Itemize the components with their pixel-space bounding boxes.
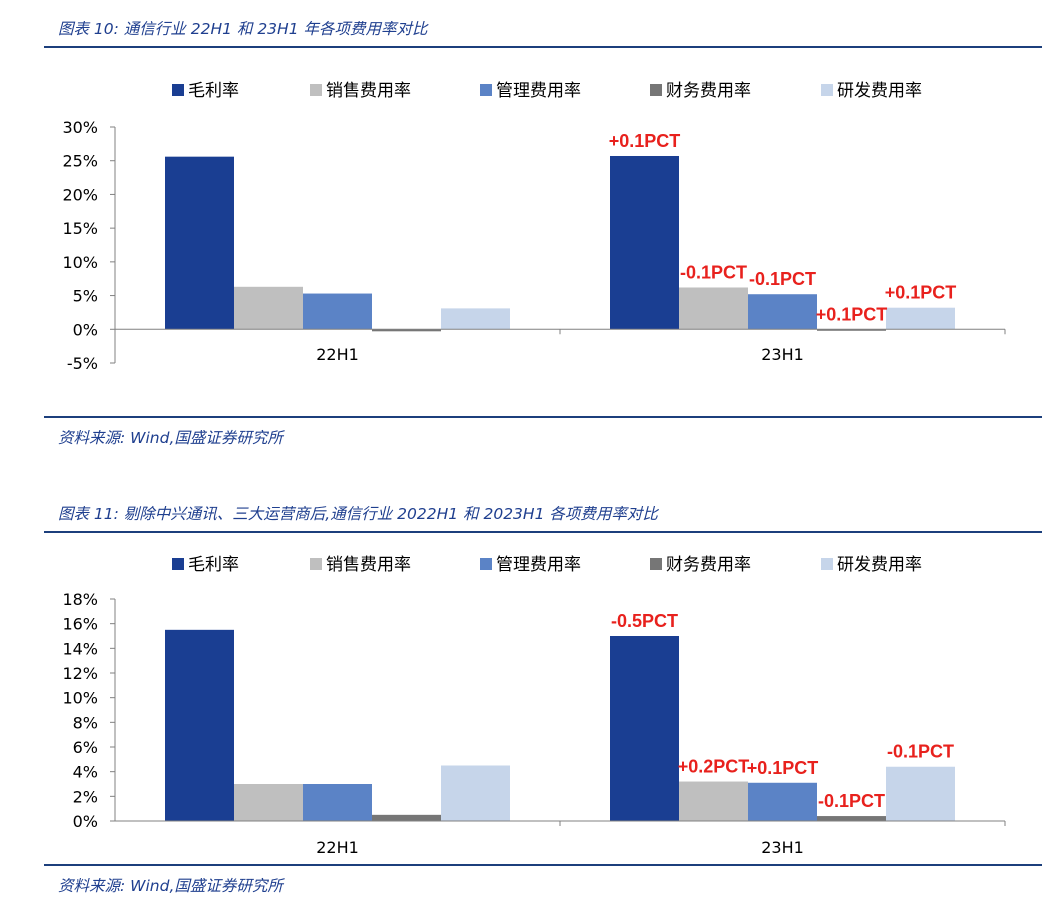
legend-label-4: 财务费用率 [666,555,751,575]
y-tick-label: 14% [62,639,98,658]
y-tick-label: -5% [67,354,98,373]
bar-22H1-4 [372,329,441,332]
bar-23H1-1 [610,636,679,821]
bar-22H1-5 [441,765,510,821]
legend-label-4: 财务费用率 [666,81,751,101]
figure-10-top-rule [44,46,1042,48]
bar-23H1-2 [679,287,748,330]
bar-22H1-3 [303,293,372,330]
legend-swatch-5 [821,558,833,570]
annotation-4: +0.1PCT [816,304,888,324]
category-label-22H1: 22H1 [316,838,359,857]
figure-10-chart: 毛利率 销售费用率 管理费用率 财务费用率 研发费用率 -5% 0% 5% 10% 15% 20% 2… [62,81,1006,373]
legend-label-2: 销售费用率 [326,555,411,575]
y-tick-label: 8% [73,713,98,732]
figure-11-bottom-rule [44,864,1042,866]
category-label-22H1: 22H1 [316,345,359,364]
figure-11-title: 图表 11: 剔除中兴通讯、三大运营商后,通信行业 2022H1 和 2023H… [58,505,658,523]
bar-22H1-3 [303,784,372,821]
y-tick-label: 20% [62,185,98,204]
legend-swatch-4 [650,558,662,570]
legend-label-1: 毛利率 [188,81,239,101]
legend-swatch-1 [172,84,184,96]
figure-10-source: 资料来源: Wind,国盛证券研究所 [58,429,283,447]
annotation-3: +0.1PCT [747,758,819,778]
legend-swatch-5 [821,84,833,96]
legend-label-5: 研发费用率 [837,81,922,101]
y-tick-label: 12% [62,664,98,683]
bar-23H1-4 [817,816,886,821]
annotation-5: +0.1PCT [885,283,957,303]
annotation-4: -0.1PCT [818,791,885,811]
y-tick-label: 0% [73,812,98,831]
bar-23H1-4 [817,329,886,331]
legend-swatch-2 [310,84,322,96]
legend-label-5: 研发费用率 [837,555,922,575]
bar-22H1-1 [165,629,234,821]
y-tick-label: 18% [62,590,98,609]
legend-swatch-4 [650,84,662,96]
annotation-3: -0.1PCT [749,269,816,289]
bar-22H1-5 [441,308,510,330]
bar-22H1-2 [234,784,303,821]
bar-23H1-1 [610,155,679,330]
figure-11-source: 资料来源: Wind,国盛证券研究所 [58,877,283,895]
bar-23H1-5 [886,307,955,330]
bar-22H1-4 [372,814,441,821]
annotation-5: -0.1PCT [887,742,954,762]
figure-10-bottom-rule [44,416,1042,418]
bar-22H1-1 [165,156,234,330]
legend-swatch-1 [172,558,184,570]
y-tick-label: 10% [62,689,98,708]
y-tick-label: 6% [73,738,98,757]
legend-label-3: 管理费用率 [496,81,581,101]
y-tick-label: 25% [62,152,98,171]
bar-23H1-2 [679,781,748,821]
bar-23H1-3 [748,294,817,330]
legend-swatch-3 [480,84,492,96]
category-label-23H1: 23H1 [761,345,804,364]
y-tick-label: 0% [73,320,98,339]
legend-label-1: 毛利率 [188,555,239,575]
annotation-1: +0.1PCT [609,131,681,151]
legend-label-3: 管理费用率 [496,555,581,575]
legend-swatch-3 [480,558,492,570]
y-tick-label: 2% [73,787,98,806]
figure-10-title: 图表 10: 通信行业 22H1 和 23H1 年各项费用率对比 [58,20,428,38]
category-label-23H1: 23H1 [761,838,804,857]
annotation-2: -0.1PCT [680,262,747,282]
y-tick-label: 15% [62,219,98,238]
y-tick-label: 5% [73,287,98,306]
figure-11-top-rule [44,531,1042,533]
bar-23H1-3 [748,782,817,821]
annotation-2: +0.2PCT [678,757,750,777]
y-tick-label: 10% [62,253,98,272]
figure-11-chart: 毛利率 销售费用率 管理费用率 财务费用率 研发费用率 0% 2% 4% 6% 8% 10% 12% 1… [62,555,1006,857]
y-tick-label: 30% [62,118,98,137]
legend-label-2: 销售费用率 [326,81,411,101]
legend-swatch-2 [310,558,322,570]
y-tick-label: 4% [73,763,98,782]
bar-22H1-2 [234,286,303,330]
y-tick-label: 16% [62,615,98,634]
annotation-1: -0.5PCT [611,611,678,631]
bar-23H1-5 [886,766,955,821]
